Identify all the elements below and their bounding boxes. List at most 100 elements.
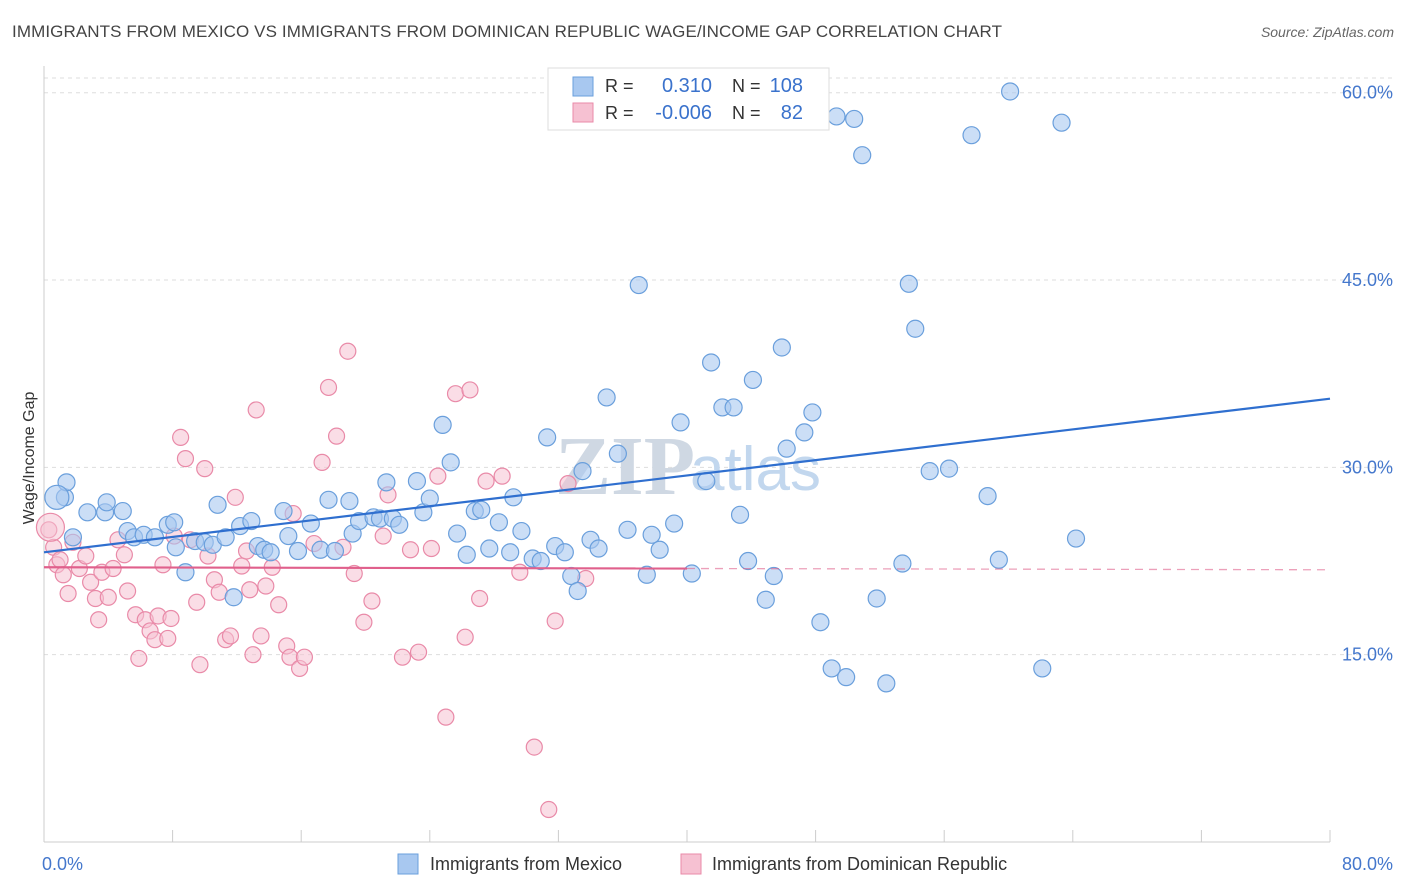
x-tick-labels: 0.0% 80.0% — [42, 854, 1393, 874]
data-point-dominican — [393, 648, 412, 666]
data-point-mexico — [893, 554, 912, 573]
data-point-mexico — [288, 541, 308, 561]
data-point-dominican — [493, 467, 511, 485]
data-point-dominican — [221, 627, 240, 645]
data-point-mexico — [702, 353, 721, 372]
data-point-dominican — [461, 381, 479, 399]
data-point-dominican — [247, 401, 265, 419]
data-point-dominican — [59, 584, 77, 603]
data-point-dominican — [191, 656, 209, 674]
data-point-mexico — [568, 581, 587, 601]
data-point-mexico — [1066, 529, 1086, 548]
data-point-mexico — [939, 459, 959, 478]
data-point-dominican — [54, 566, 72, 584]
data-point-dominican — [172, 428, 190, 446]
legend-n-value: 82 — [781, 102, 803, 124]
data-point-mexico — [650, 540, 669, 559]
data-point-mexico — [441, 453, 460, 472]
data-point-mexico — [665, 514, 684, 533]
data-point-dominican — [130, 649, 148, 668]
legend-box — [547, 67, 830, 131]
data-point-dominican — [313, 453, 331, 471]
bottom-legend-label-dominican[interactable]: Immigrants from Dominican Republic — [712, 854, 1007, 874]
data-point-mexico — [629, 275, 648, 295]
data-point-mexico — [472, 500, 491, 519]
y-tick-labels: 15.0% 30.0% 45.0% 60.0% — [1342, 83, 1393, 665]
y-tick-label: 45.0% — [1342, 270, 1393, 290]
axes — [43, 66, 1331, 843]
data-point-mexico — [989, 550, 1008, 569]
y-axis-label: Wage/Income Gap — [21, 392, 38, 525]
data-point-dominican — [446, 385, 465, 403]
legend-r-label: R = — [605, 76, 634, 96]
data-point-mexico — [730, 505, 750, 524]
data-point-dominican — [118, 582, 137, 600]
data-point-mexico — [906, 319, 925, 338]
data-point-mexico — [845, 109, 864, 129]
data-point-dominican-large — [35, 512, 66, 542]
data-point-mexico — [899, 274, 918, 293]
data-point-mexico — [697, 472, 716, 491]
data-point-mexico — [589, 539, 608, 558]
legend-swatch-blue — [572, 76, 594, 97]
data-point-dominican — [82, 573, 100, 591]
data-point-dominican — [540, 800, 558, 819]
data-point-dominican — [546, 612, 564, 630]
data-point-mexico — [97, 493, 116, 512]
y-tick-label: 30.0% — [1342, 457, 1393, 477]
data-point-mexico — [822, 659, 841, 678]
data-point-mexico — [877, 674, 896, 693]
chart-title: IMMIGRANTS FROM MEXICO VS IMMIGRANTS FRO… — [12, 22, 1003, 41]
data-point-mexico — [63, 528, 83, 547]
trend-line-dominican — [43, 566, 688, 570]
data-point-mexico — [489, 513, 509, 532]
bottom-legend-label-mexico[interactable]: Immigrants from Mexico — [430, 854, 622, 874]
data-point-mexico — [224, 588, 243, 607]
data-point-dominican — [363, 592, 381, 610]
data-point-dominican — [319, 378, 338, 397]
legend-n-label: N = — [732, 103, 761, 123]
data-point-dominican — [477, 472, 495, 490]
trend-line-dominican-extension — [686, 567, 1331, 571]
data-point-mexico — [795, 423, 814, 442]
data-point-dominican — [559, 475, 577, 493]
data-point-dominican — [159, 629, 177, 648]
data-point-dominican — [176, 450, 195, 468]
data-point-mexico — [319, 490, 338, 509]
x-tick-label: 80.0% — [1342, 854, 1393, 874]
legend-swatch-pink — [572, 102, 594, 123]
data-point-mexico — [165, 513, 184, 532]
data-point-mexico — [837, 668, 856, 687]
data-point-dominican — [226, 488, 244, 506]
data-point-mexico — [618, 520, 637, 539]
legend-r-label: R = — [605, 103, 634, 123]
data-point-mexico — [597, 388, 616, 407]
data-point-dominican — [525, 738, 543, 756]
data-point-mexico — [113, 501, 132, 521]
data-point-mexico-large — [44, 484, 70, 510]
data-point-mexico — [301, 514, 320, 533]
data-point-mexico — [166, 538, 185, 557]
data-point-dominican — [90, 611, 108, 629]
legend-r-value: 0.310 — [662, 75, 712, 97]
trend-line-mexico — [43, 397, 1331, 554]
data-point-dominican — [196, 460, 214, 478]
data-point-mexico — [682, 564, 701, 583]
data-point-mexico — [555, 543, 574, 562]
watermark-atlas: atlas — [690, 435, 821, 504]
data-point-mexico — [920, 462, 939, 481]
data-point-dominican — [99, 588, 117, 606]
data-point-dominican — [77, 547, 95, 565]
watermark: ZIP atlas — [555, 420, 821, 513]
data-point-dominican — [295, 648, 314, 666]
data-point-mexico — [764, 566, 783, 586]
data-point-dominican — [162, 609, 180, 628]
x-tick-label: 0.0% — [42, 854, 83, 874]
data-point-mexico — [480, 539, 499, 558]
bottom-legend-swatch-mexico — [397, 853, 419, 875]
data-point-mexico — [325, 541, 345, 561]
legend-n-value: 108 — [770, 75, 803, 97]
bottom-legend: Immigrants from Mexico Immigrants from D… — [397, 853, 1007, 875]
data-point-dominican — [511, 563, 529, 581]
series-dominican-points — [35, 342, 595, 819]
